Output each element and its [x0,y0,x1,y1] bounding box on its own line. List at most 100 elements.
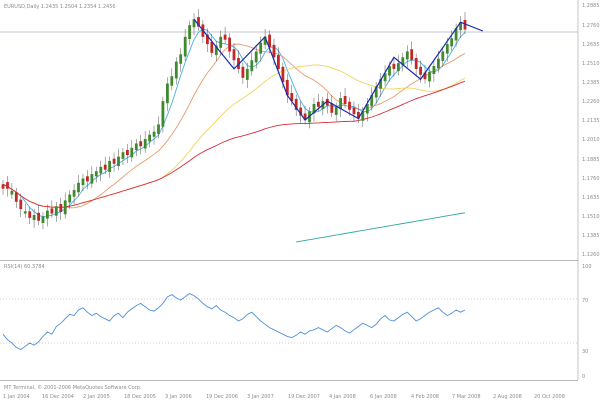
candle [143,131,147,153]
candle [54,201,58,222]
bull-candle-body [397,63,400,72]
bull-candle-body [81,178,85,186]
rsi-plot-area[interactable] [0,262,578,380]
bull-candle-body [405,51,409,60]
candle [77,174,80,197]
bull-candle-body [192,19,196,28]
candle [139,135,143,155]
bull-candle-body [459,22,462,31]
candle [241,62,245,84]
bull-candle-body [23,211,27,214]
bull-candle-body [339,98,342,110]
candle [450,30,454,51]
candle [294,94,298,116]
candle [228,33,231,58]
bull-candle-body [254,51,258,63]
bull-candle-body [219,36,223,48]
bear-candle-body [352,107,356,115]
candle [68,190,72,209]
bear-candle-body [206,34,209,45]
bull-candle-body [214,45,218,56]
price-tick-label: 1.2010 [582,137,600,143]
candle [179,48,183,72]
main-chart-title: EURUSD,Daily 1.2435 1.2504 1.2354 1.2456 [4,4,116,10]
ma-red-line [2,80,466,208]
bull-candle-body [10,190,14,195]
bull-candle-body [77,182,80,193]
bull-candle-body [445,44,449,54]
bear-candle-body [285,79,289,96]
bear-candle-body [272,44,276,58]
bear-candle-body [348,101,351,110]
bull-candle-body [117,156,120,167]
bull-candle-body [121,152,125,159]
rsi-indicator [0,292,578,351]
candle [250,52,254,76]
ma-teal-line [296,212,466,243]
candle [352,101,356,123]
time-tick-label: 2 Jan 2005 [83,394,110,400]
bear-candle-body [281,66,285,83]
candle [192,13,196,36]
bull-candle-body [90,174,94,184]
time-tick-label: 3 Jan 2007 [247,394,274,400]
candle [365,97,369,122]
bear-candle-body [19,199,23,210]
candle [214,41,218,62]
bear-candle-body [139,141,143,147]
time-tick-label: 2 Aug 2008 [493,394,522,400]
bear-candle-body [228,37,231,52]
bull-candle-body [170,76,174,86]
candle [206,28,209,53]
bull-candle-body [130,147,134,158]
bull-candle-body [361,111,365,121]
candle [245,62,249,88]
candle [117,148,120,171]
price-axis: 1.2885 1.2760 1.2635 1.2510 1.2385 1.226… [582,3,600,258]
time-tick-label: 19 Dec 2007 [288,394,320,400]
time-tick-label: 1 Jan 2004 [3,394,30,400]
bull-candle-body [157,124,160,134]
candle [397,55,400,76]
bear-candle-body [294,98,298,110]
bull-candle-body [143,139,147,149]
candle [312,97,316,122]
price-tick-label: 1.2510 [582,61,600,67]
price-tick-label: 1.1760 [582,176,600,182]
bull-candle-body [54,206,58,216]
bull-candle-body [68,194,72,203]
zigzag-indicator [193,18,484,121]
candle [6,175,9,197]
time-tick-label: 4 Feb 2008 [411,394,439,400]
bear-candle-body [419,66,422,75]
bear-candle-body [223,34,227,40]
time-tick-label: 3 Jan 2006 [165,394,192,400]
price-tick-label: 1.2135 [582,118,600,124]
bull-candle-body [245,68,249,80]
bull-candle-body [46,210,49,219]
candle [414,53,418,76]
candle [94,166,98,183]
bear-candle-body [210,41,214,53]
bull-candle-body [437,58,440,69]
candle [254,47,258,69]
bear-candle-body [14,192,18,202]
candle [148,130,151,148]
candle [126,143,129,163]
time-tick-label: 20 Oct 2008 [534,394,565,400]
candle [121,147,125,165]
bear-candle-body [392,63,396,69]
bear-candle-body [290,93,294,101]
bear-candle-body [299,107,303,116]
candle [410,41,414,65]
time-tick-label: 18 Dec 2005 [124,394,156,400]
candle [170,68,174,91]
candle [285,73,289,104]
candle [174,57,178,85]
candle [130,139,134,162]
bear-candle-body [463,20,467,30]
main-plot-area[interactable] [0,0,578,259]
bear-candle-body [414,58,418,69]
